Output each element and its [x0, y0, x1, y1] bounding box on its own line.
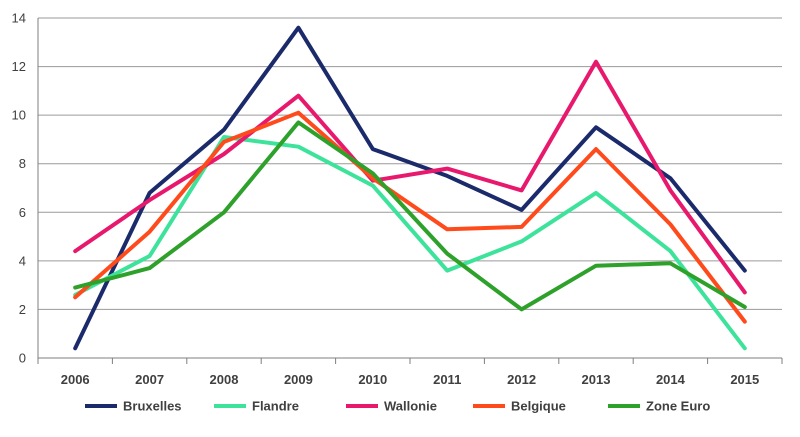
x-tick-label: 2009 — [284, 372, 313, 387]
x-tick-label: 2013 — [582, 372, 611, 387]
series-wallonie — [73, 59, 747, 295]
series-line — [73, 110, 747, 324]
legend-item: Zone Euro — [608, 399, 710, 414]
y-tick-label: 6 — [19, 205, 26, 220]
y-tick-label: 12 — [12, 59, 26, 74]
x-tick-label: 2011 — [433, 372, 461, 387]
y-tick-label: 14 — [12, 11, 26, 26]
y-tick-label: 8 — [19, 156, 26, 171]
legend-item: Flandre — [214, 399, 299, 414]
series-belgique — [73, 110, 747, 324]
y-tick-label: 0 — [19, 351, 26, 366]
x-tick-label: 2010 — [358, 372, 387, 387]
legend-label: Belgique — [511, 399, 566, 414]
series-line — [73, 135, 747, 351]
axes — [37, 18, 783, 364]
y-tick-label: 4 — [19, 253, 26, 268]
series-zone-euro — [73, 120, 747, 312]
series-line — [73, 59, 747, 295]
x-tick-label: 2007 — [135, 372, 164, 387]
y-tick-label: 10 — [12, 108, 26, 123]
series-line — [73, 25, 747, 351]
legend-item: Belgique — [473, 399, 566, 414]
x-tick-label: 2006 — [61, 372, 90, 387]
x-tick-label: 2014 — [656, 372, 686, 387]
legend-label: Zone Euro — [646, 399, 710, 414]
legend-label: Wallonie — [384, 399, 437, 414]
legend-item: Bruxelles — [85, 399, 182, 414]
legend-label: Bruxelles — [123, 399, 182, 414]
series-line — [73, 120, 747, 312]
x-tick-label: 2012 — [507, 372, 536, 387]
legend-item: Wallonie — [346, 399, 437, 414]
legend: Bruxelles Flandre Wallonie Belgique Zone Eur… — [85, 399, 710, 414]
y-tick-label: 2 — [19, 302, 26, 317]
legend-label: Flandre — [252, 399, 299, 414]
series-lines — [73, 25, 747, 351]
series-bruxelles — [73, 25, 747, 351]
x-axis-tick-labels: 2006 2007 2008 2009 2010 2011 2012 2013 2014 2015 — [61, 372, 760, 387]
x-tick-label: 2008 — [210, 372, 239, 387]
y-axis-tick-labels: 0 2 4 6 8 10 12 14 — [12, 11, 26, 366]
x-tick-label: 2015 — [730, 372, 759, 387]
